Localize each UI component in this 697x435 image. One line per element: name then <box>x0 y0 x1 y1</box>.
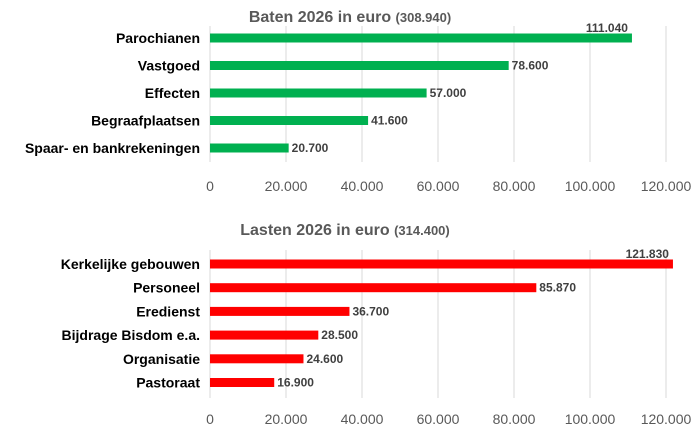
chart-title: Lasten 2026 in euro (314.400) <box>240 222 450 239</box>
data-label: 20.700 <box>292 141 329 155</box>
category-label: Pastoraat <box>136 375 200 391</box>
data-label: 78.600 <box>512 59 549 73</box>
data-label: 111.040 <box>586 21 628 35</box>
chart-baten: Baten 2026 in euro (308.940) 0 20.000 40.00… <box>25 9 692 194</box>
x-tick-label: 20.000 <box>265 411 308 427</box>
bar <box>210 116 369 125</box>
bar <box>210 354 304 364</box>
chart-title: Baten 2026 in euro (308.940) <box>249 9 451 26</box>
x-tick-label: 0 <box>206 411 214 427</box>
x-tick-label: 80.000 <box>493 411 536 427</box>
category-label: Spaar- en bankrekeningen <box>25 140 200 156</box>
category-label: Vastgoed <box>138 58 200 74</box>
category-label: Organisatie <box>123 351 200 367</box>
bar <box>210 378 275 387</box>
x-tick-label: 120.000 <box>641 411 692 427</box>
bar <box>210 306 350 316</box>
data-label: 28.500 <box>321 328 358 342</box>
category-label: Eredienst <box>136 303 200 319</box>
bar <box>210 259 673 269</box>
x-tick-label: 60.000 <box>417 178 460 194</box>
data-label: 121.830 <box>626 247 670 261</box>
category-label: Personeel <box>133 280 200 296</box>
x-tick-label: 40.000 <box>341 178 384 194</box>
data-label: 85.870 <box>539 281 576 295</box>
bar <box>210 61 509 70</box>
chart-lasten: Lasten 2026 in euro (314.400) 0 20.000 40.0… <box>61 222 692 427</box>
category-label: Parochianen <box>116 30 200 46</box>
data-label: 57.000 <box>430 86 467 100</box>
x-tick-label: 40.000 <box>341 411 384 427</box>
bar <box>210 283 537 293</box>
category-label: Kerkelijke gebouwen <box>61 256 200 272</box>
bar <box>210 330 319 340</box>
category-label: Effecten <box>145 85 200 101</box>
x-tick-label: 120.000 <box>641 178 692 194</box>
chart-title-total: (308.940) <box>396 10 452 25</box>
data-label: 36.700 <box>352 304 389 318</box>
x-tick-label: 100.000 <box>565 411 616 427</box>
data-label: 41.600 <box>371 114 408 128</box>
category-label: Bijdrage Bisdom e.a. <box>62 327 200 343</box>
x-tick-label: 20.000 <box>265 178 308 194</box>
x-tick-label: 80.000 <box>493 178 536 194</box>
data-label: 24.600 <box>306 352 343 366</box>
bar <box>210 33 632 43</box>
x-tick-label: 0 <box>206 178 214 194</box>
bar <box>210 88 427 98</box>
bar <box>210 143 289 153</box>
data-label: 16.900 <box>277 376 314 390</box>
x-tick-label: 100.000 <box>565 178 616 194</box>
category-label: Begraafplaatsen <box>91 113 200 129</box>
x-tick-label: 60.000 <box>417 411 460 427</box>
chart-title-total: (314.400) <box>394 223 450 238</box>
